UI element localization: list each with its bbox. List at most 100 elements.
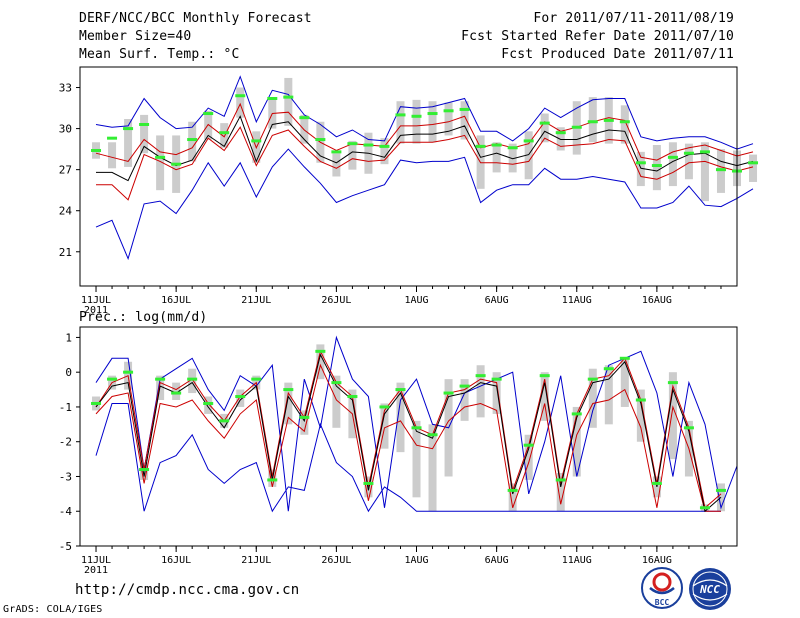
y-tick-label: 1 xyxy=(65,331,72,344)
median-marker xyxy=(459,107,470,111)
spread-box xyxy=(540,113,549,143)
median-marker xyxy=(251,377,262,381)
median-marker xyxy=(427,433,438,437)
forecast-produced-date: Fcst Produced Date 2011/07/11 xyxy=(501,47,734,62)
y-tick-label: 0 xyxy=(65,366,72,379)
spread-box xyxy=(188,121,197,162)
spread-box xyxy=(556,127,565,151)
spread-box xyxy=(284,77,293,126)
median-marker xyxy=(235,94,246,98)
median-marker xyxy=(331,381,342,385)
median-marker xyxy=(523,139,534,143)
y-tick-label: -1 xyxy=(59,401,72,414)
median-marker xyxy=(667,155,678,159)
plot-frame xyxy=(79,326,738,547)
median-marker xyxy=(187,138,198,142)
median-marker xyxy=(283,95,294,99)
x-tick-label: 16JUL xyxy=(161,555,191,566)
spread-box xyxy=(588,368,597,428)
temperature-chart: 21 24 27 30 33 11JUL 16JUL 21JUL 26JUL 1AUG 6AUG 11… xyxy=(59,66,759,316)
median-marker xyxy=(571,125,582,129)
spread-box xyxy=(268,97,277,129)
median-marker xyxy=(411,426,422,430)
svg-text:BCC: BCC xyxy=(655,598,670,607)
spread-box xyxy=(700,142,709,202)
y-tick-label: 30 xyxy=(59,123,72,136)
median-marker xyxy=(683,426,694,430)
x-tick-label: 16JUL xyxy=(161,295,191,306)
median-marker xyxy=(715,488,726,492)
x-tick-label: 16AUG xyxy=(642,555,672,566)
x-tick-label: 11JUL xyxy=(81,555,111,566)
median-marker xyxy=(107,377,118,381)
spread-box xyxy=(668,142,677,187)
median-marker xyxy=(347,395,358,399)
x-year-label: 2011 xyxy=(84,305,108,316)
spread-box xyxy=(140,462,149,480)
spread-box xyxy=(460,379,469,421)
min-line xyxy=(95,148,754,261)
spread-box xyxy=(220,123,229,148)
median-marker xyxy=(395,113,406,117)
median-marker xyxy=(651,164,662,168)
forecast-period: For 2011/07/11-2011/08/19 xyxy=(533,11,734,26)
x-tick-label: 21JUL xyxy=(241,555,271,566)
median-marker xyxy=(539,374,550,378)
median-marker xyxy=(475,144,486,148)
spread-box xyxy=(604,365,613,425)
spread-box xyxy=(508,143,517,173)
y-tick-label: -4 xyxy=(59,505,73,518)
x-tick-label: 16AUG xyxy=(642,295,672,306)
min-line xyxy=(95,403,721,513)
median-marker xyxy=(187,377,198,381)
median-marker xyxy=(267,478,278,482)
x-tick-label: 26JUL xyxy=(321,295,351,306)
spread-box xyxy=(476,365,485,418)
spread-box xyxy=(396,382,405,453)
spread-box xyxy=(428,101,437,143)
x-tick-label: 6AUG xyxy=(485,555,509,566)
spread-box xyxy=(508,483,517,512)
y-tick-label: -3 xyxy=(59,470,72,483)
median-marker xyxy=(411,114,422,118)
svg-text:NCC: NCC xyxy=(699,583,720,596)
spread-box xyxy=(492,372,501,414)
spread-box xyxy=(412,420,421,498)
y-tick-label: -5 xyxy=(59,540,72,553)
median-marker xyxy=(443,391,454,395)
spread-box xyxy=(620,105,629,144)
member-size-label: Member Size=40 xyxy=(79,29,192,44)
median-marker xyxy=(379,144,390,148)
median-marker xyxy=(539,121,550,125)
x-tick-label: 1AUG xyxy=(404,295,428,306)
precipitation-variable-label: Prec.: log(mm/d) xyxy=(79,310,208,325)
median-marker xyxy=(139,122,150,126)
median-marker xyxy=(619,120,630,124)
y-tick-label: 33 xyxy=(59,82,72,95)
median-marker xyxy=(155,155,166,159)
spread-box xyxy=(524,131,533,180)
spread-box xyxy=(428,424,437,512)
spread-box xyxy=(636,151,645,187)
grads-credit: GrADS: COLA/IGES xyxy=(3,604,103,615)
spread-box xyxy=(540,372,549,421)
median-marker xyxy=(91,148,102,152)
spread-box xyxy=(572,406,581,477)
spread-box xyxy=(236,389,245,407)
median-marker xyxy=(475,374,486,378)
median-marker xyxy=(139,468,150,472)
source-url[interactable]: http://cmdp.ncc.cma.gov.cn xyxy=(75,582,300,598)
median-marker xyxy=(507,146,518,150)
median-marker xyxy=(155,377,166,381)
median-marker xyxy=(619,356,630,360)
spread-box xyxy=(316,344,325,380)
x-tick-label: 6AUG xyxy=(485,295,509,306)
y-tick-label: 21 xyxy=(59,246,72,259)
bcc-logo: BCC xyxy=(640,566,684,614)
median-marker xyxy=(283,388,294,392)
median-marker xyxy=(507,488,518,492)
spread-box xyxy=(460,101,469,140)
x-tick-label: 11JUL xyxy=(81,295,111,306)
median-marker xyxy=(523,443,534,447)
